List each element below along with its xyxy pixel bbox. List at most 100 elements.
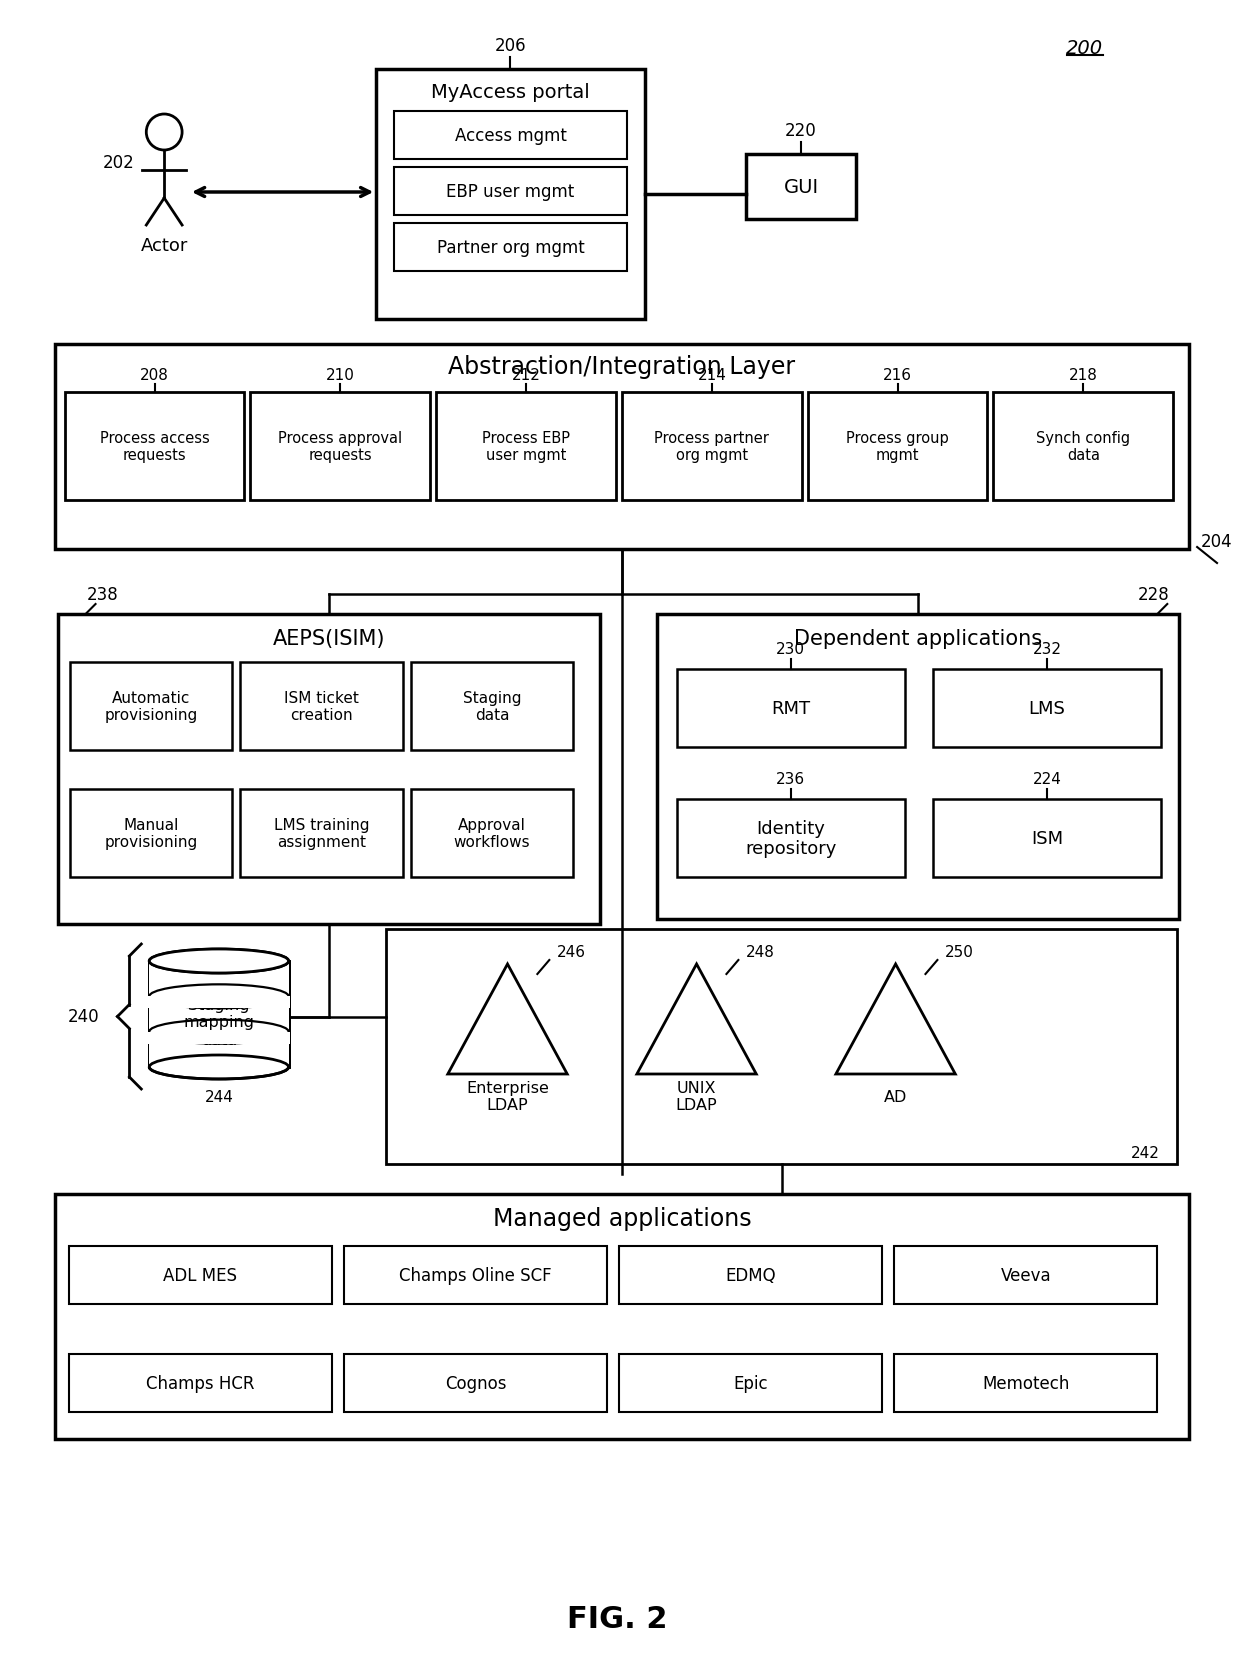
Bar <box>64 393 244 501</box>
Text: Synch config
data: Synch config data <box>1037 431 1131 463</box>
Bar <box>241 789 403 877</box>
Text: Process access
requests: Process access requests <box>99 431 210 463</box>
Ellipse shape <box>149 950 289 973</box>
Text: 218: 218 <box>1069 368 1097 383</box>
Text: Champs HCR: Champs HCR <box>146 1374 254 1393</box>
Bar <box>68 1246 332 1305</box>
Text: LMS: LMS <box>1029 699 1065 717</box>
Bar <box>932 799 1162 877</box>
Bar <box>250 393 430 501</box>
Text: Champs Oline SCF: Champs Oline SCF <box>399 1266 552 1285</box>
Text: 230: 230 <box>776 642 805 657</box>
Text: Partner org mgmt: Partner org mgmt <box>436 240 584 256</box>
Bar <box>58 614 600 925</box>
Text: 238: 238 <box>87 586 118 604</box>
Text: Process EBP
user mgmt: Process EBP user mgmt <box>482 431 570 463</box>
Bar <box>677 799 905 877</box>
Text: Approval
workflows: Approval workflows <box>454 817 531 850</box>
Text: 250: 250 <box>945 945 975 960</box>
Text: 236: 236 <box>776 772 806 787</box>
Bar <box>622 393 802 501</box>
Bar <box>343 1354 608 1413</box>
Bar <box>343 1246 608 1305</box>
Bar <box>410 662 573 750</box>
Text: 242: 242 <box>1131 1145 1159 1160</box>
Text: RMT: RMT <box>771 699 811 717</box>
Text: AD: AD <box>884 1088 908 1103</box>
Text: Cognos: Cognos <box>445 1374 506 1393</box>
Text: Memotech: Memotech <box>982 1374 1069 1393</box>
Polygon shape <box>637 965 756 1075</box>
Text: AEPS(ISIM): AEPS(ISIM) <box>273 629 386 649</box>
Text: Veeva: Veeva <box>1001 1266 1052 1285</box>
Text: Enterprise
LDAP: Enterprise LDAP <box>466 1080 549 1113</box>
Text: FIG. 2: FIG. 2 <box>567 1604 667 1634</box>
Circle shape <box>146 115 182 151</box>
Bar <box>394 168 627 216</box>
Text: EBP user mgmt: EBP user mgmt <box>446 183 574 201</box>
Polygon shape <box>836 965 955 1075</box>
Text: Process approval
requests: Process approval requests <box>278 431 403 463</box>
Bar <box>657 614 1179 920</box>
Text: Staging
mapping
data: Staging mapping data <box>184 997 254 1047</box>
Text: EDMQ: EDMQ <box>725 1266 776 1285</box>
Bar <box>149 962 289 1067</box>
Text: 246: 246 <box>557 945 587 960</box>
Text: MyAccess portal: MyAccess portal <box>432 83 590 102</box>
Ellipse shape <box>149 1055 289 1080</box>
Text: 228: 228 <box>1137 586 1169 604</box>
Bar <box>241 662 403 750</box>
Text: ADL MES: ADL MES <box>164 1266 237 1285</box>
Text: 248: 248 <box>746 945 775 960</box>
Text: 206: 206 <box>495 37 526 55</box>
Text: ISM ticket
creation: ISM ticket creation <box>284 691 358 722</box>
Text: Epic: Epic <box>733 1374 768 1393</box>
Bar <box>746 155 856 220</box>
Text: 208: 208 <box>140 368 169 383</box>
Text: 212: 212 <box>512 368 541 383</box>
Bar <box>55 344 1189 549</box>
Text: Abstraction/Integration Layer: Abstraction/Integration Layer <box>449 354 796 379</box>
Bar <box>386 930 1177 1165</box>
Bar <box>894 1354 1157 1413</box>
Text: 224: 224 <box>1033 772 1061 787</box>
Ellipse shape <box>149 950 289 973</box>
Bar <box>149 997 290 1008</box>
Text: 216: 216 <box>883 368 913 383</box>
Polygon shape <box>448 965 567 1075</box>
Text: LMS training
assignment: LMS training assignment <box>274 817 370 850</box>
Text: Managed applications: Managed applications <box>492 1206 751 1230</box>
Bar <box>677 669 905 747</box>
Bar <box>55 1195 1189 1439</box>
Bar <box>993 393 1173 501</box>
Bar <box>932 669 1162 747</box>
Text: Process group
mgmt: Process group mgmt <box>846 431 949 463</box>
Text: 244: 244 <box>205 1090 233 1105</box>
Text: GUI: GUI <box>784 178 818 196</box>
Text: Automatic
provisioning: Automatic provisioning <box>104 691 197 722</box>
Bar <box>376 70 645 319</box>
Bar <box>619 1354 882 1413</box>
Text: Manual
provisioning: Manual provisioning <box>104 817 197 850</box>
Bar <box>68 1354 332 1413</box>
Text: 204: 204 <box>1202 532 1233 551</box>
Text: Actor: Actor <box>140 236 188 255</box>
Text: Process partner
org mgmt: Process partner org mgmt <box>655 431 769 463</box>
Text: 200: 200 <box>1066 38 1104 58</box>
Bar <box>69 789 232 877</box>
Bar <box>394 111 627 160</box>
Text: Access mgmt: Access mgmt <box>455 126 567 145</box>
Text: 240: 240 <box>68 1008 99 1027</box>
Text: 202: 202 <box>103 153 134 171</box>
Bar <box>410 789 573 877</box>
Bar <box>69 662 232 750</box>
Text: 210: 210 <box>326 368 355 383</box>
Text: UNIX
LDAP: UNIX LDAP <box>676 1080 718 1113</box>
Text: Dependent applications: Dependent applications <box>794 629 1042 649</box>
Text: 232: 232 <box>1033 642 1061 657</box>
Bar <box>894 1246 1157 1305</box>
Text: 220: 220 <box>785 121 817 140</box>
Bar <box>394 225 627 271</box>
Text: ISM: ISM <box>1030 829 1063 847</box>
Bar <box>619 1246 882 1305</box>
